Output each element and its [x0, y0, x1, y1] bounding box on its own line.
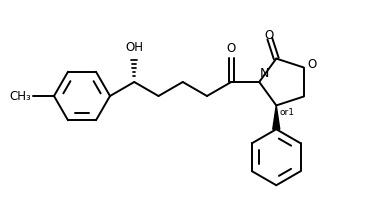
Text: OH: OH: [125, 41, 143, 54]
Text: N: N: [260, 67, 270, 80]
Text: O: O: [227, 42, 236, 55]
Text: O: O: [264, 29, 274, 42]
Text: O: O: [308, 58, 317, 71]
Polygon shape: [273, 105, 280, 129]
Text: CH₃: CH₃: [9, 89, 31, 103]
Text: or1: or1: [279, 108, 294, 117]
